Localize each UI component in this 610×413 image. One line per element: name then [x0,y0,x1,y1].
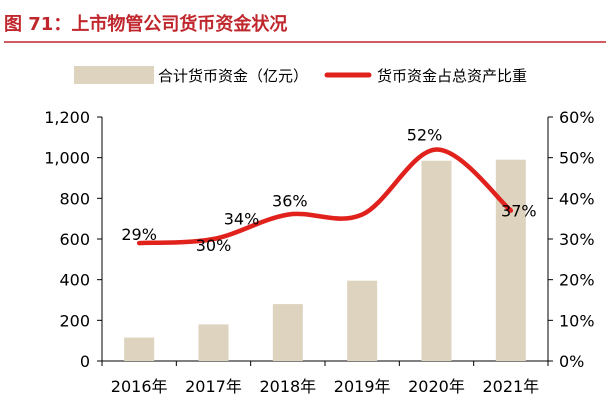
x-axis-tick-label: 2016年 [111,377,168,396]
left-axis-tick-label: 0 [80,352,90,371]
figure-title: 图 71：上市物管公司货币资金状况 [4,13,287,35]
x-axis-tick-label: 2017年 [185,377,242,396]
right-axis-tick-label: 20% [559,271,595,290]
left-axis-tick-label: 1,000 [44,149,90,168]
left-axis-tick-label: 800 [59,189,90,208]
left-axis-tick-label: 600 [59,230,90,249]
right-axis-tick-label: 10% [559,311,595,330]
plot-area: 0 200 400 600 800 1,000 1,200 0% 10% 20% 30% 40% 50%… [44,108,594,396]
ratio-data-label: 36% [272,192,308,211]
bar-2021年 [495,159,526,361]
bar-2020年 [421,160,452,361]
left-axis-tick-label: 200 [59,311,90,330]
ratio-data-label: 30% [196,236,232,255]
bar-2018年 [272,304,303,361]
right-axis-tick-label: 0% [559,352,584,371]
ratio-data-label: 37% [501,202,537,221]
bar-2016年 [124,337,155,361]
ratio-data-label: 29% [121,225,157,244]
right-axis-tick-label: 50% [559,149,595,168]
ratio-data-label: 52% [407,126,443,145]
ratio-annotation: 34% [224,210,260,229]
legend-line-label: 货币资金占总资产比重 [377,67,527,85]
x-axis-tick-label: 2018年 [259,377,316,396]
legend: 合计货币资金（亿元） 货币资金占总资产比重 [74,66,527,85]
x-axis-tick-label: 2020年 [408,377,465,396]
legend-bar-label: 合计货币资金（亿元） [158,67,308,85]
bar-2017年 [198,324,229,361]
legend-bar-swatch [74,66,154,84]
left-axis-tick-label: 400 [59,271,90,290]
x-axis-tick-label: 2019年 [334,377,391,396]
left-axis-tick-label: 1,200 [44,108,90,127]
ratio-line [136,147,514,246]
right-axis-tick-label: 60% [559,108,595,127]
right-axis-tick-label: 30% [559,230,595,249]
bar-2019年 [347,280,378,361]
right-axis-tick-label: 40% [559,189,595,208]
x-axis-tick-label: 2021年 [482,377,539,396]
